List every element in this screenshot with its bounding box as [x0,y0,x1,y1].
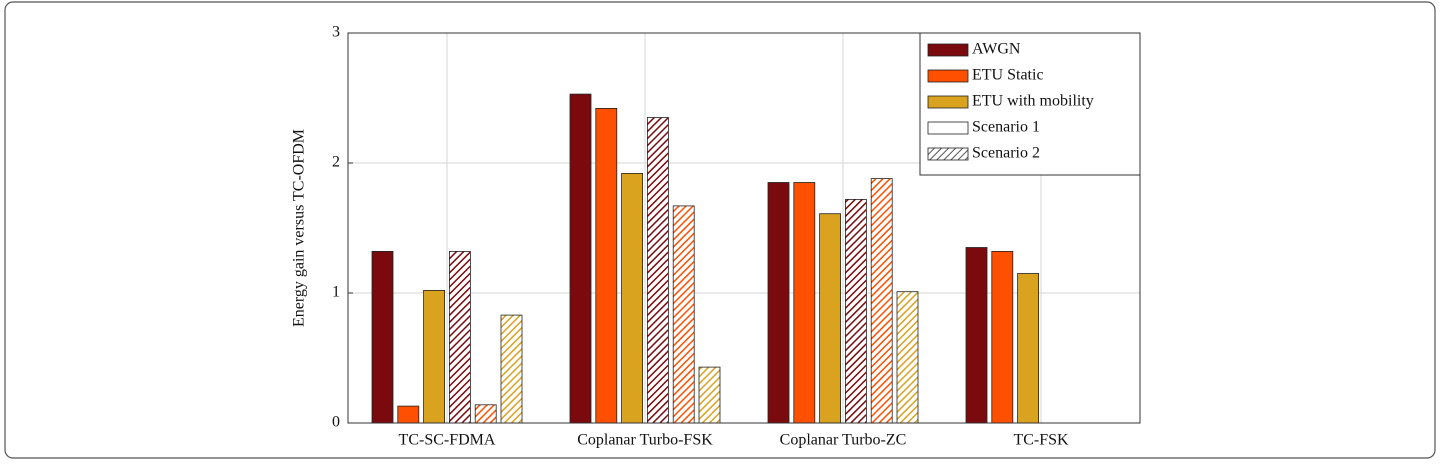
bar [767,182,790,424]
legend-label: Scenario 2 [972,145,1040,162]
y-tick-label: 2 [332,154,340,171]
legend-label: ETU Static [972,67,1044,84]
bar [845,198,867,424]
legend-label: Scenario 1 [972,119,1040,136]
x-tick-label: Coplanar Turbo-ZC [780,432,907,449]
bar [672,205,695,424]
bar [371,250,394,424]
bar [474,404,497,424]
bar [965,247,988,424]
bar [896,291,919,424]
bar [991,250,1014,424]
legend-swatch [927,69,969,83]
legend-swatch [927,43,969,57]
y-tick-label: 0 [332,414,340,431]
bar [569,93,592,424]
bar [793,182,816,424]
bar [448,250,471,424]
plot-frame [347,32,1141,424]
bar [819,213,841,424]
bar [621,172,643,424]
y-tick-label: 3 [332,24,340,41]
legend-swatch [927,95,969,109]
legend-label: AWGN [972,41,1021,58]
bar [698,366,721,424]
bar [1017,273,1039,424]
legend-swatch [927,121,969,135]
x-tick-label: Coplanar Turbo-FSK [577,432,713,449]
x-tick-label: TC-FSK [1013,432,1069,449]
bar [397,405,420,424]
legend: AWGN ETU Static ETU with mobility Scenario … [919,32,1141,176]
bar [500,314,523,424]
bar [647,117,669,424]
frame [4,1,1436,459]
bar [423,289,446,424]
legend-label: ETU with mobility [972,93,1094,110]
x-tick-label: TC-SC-FDMA [399,432,496,449]
y-axis-label: Energy gain versus TC-OFDM [291,129,308,327]
bar [595,108,618,424]
legend-swatch [927,147,969,161]
y-tick-label: 1 [332,284,340,301]
bar [870,178,893,424]
